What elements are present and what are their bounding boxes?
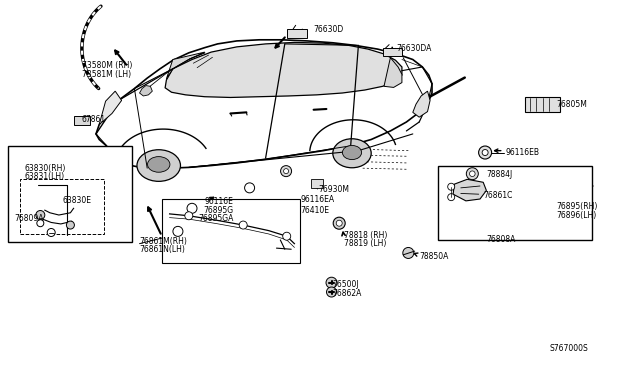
Text: 63830(RH): 63830(RH) [24, 164, 66, 173]
Bar [311, 179, 323, 188]
Circle shape [36, 211, 45, 219]
Polygon shape [384, 58, 402, 87]
Circle shape [283, 232, 291, 240]
Bar [525, 97, 560, 112]
Circle shape [239, 221, 247, 229]
Circle shape [336, 220, 342, 226]
Circle shape [173, 227, 183, 236]
Text: 96116EA: 96116EA [301, 195, 335, 204]
Circle shape [482, 150, 488, 155]
Circle shape [333, 217, 345, 229]
Text: 76896(LH): 76896(LH) [557, 211, 597, 220]
Bar [20, 179, 104, 234]
Text: 78819 (LH): 78819 (LH) [344, 239, 387, 248]
Bar [74, 116, 90, 125]
Circle shape [326, 287, 337, 297]
Text: 63830E: 63830E [63, 196, 92, 205]
Text: 76895G: 76895G [204, 206, 234, 215]
Ellipse shape [137, 150, 180, 182]
Bar [162, 199, 300, 263]
Text: 76930M: 76930M [319, 185, 349, 194]
Bar [383, 48, 402, 56]
Polygon shape [413, 91, 430, 117]
Text: 76809A: 76809A [14, 214, 44, 223]
Bar [287, 29, 307, 38]
Text: 76895(RH): 76895(RH) [557, 202, 598, 211]
Circle shape [37, 220, 44, 227]
Circle shape [185, 212, 193, 220]
Text: 63831(LH): 63831(LH) [24, 172, 65, 181]
Polygon shape [96, 40, 432, 168]
Circle shape [470, 171, 475, 177]
Circle shape [187, 203, 197, 213]
Text: 76808A: 76808A [486, 235, 516, 244]
Polygon shape [453, 179, 486, 201]
Text: 76861N(LH): 76861N(LH) [140, 246, 186, 254]
Text: 76861M(RH): 76861M(RH) [140, 237, 188, 246]
Circle shape [326, 277, 337, 288]
Bar [438, 166, 592, 240]
Polygon shape [165, 42, 402, 97]
Text: 76861C: 76861C [483, 191, 513, 200]
Text: 78818 (RH): 78818 (RH) [344, 231, 388, 240]
Circle shape [467, 168, 478, 180]
Circle shape [403, 247, 414, 259]
Text: 96116E: 96116E [205, 197, 234, 206]
Polygon shape [99, 91, 122, 125]
Text: 76410E: 76410E [301, 206, 330, 215]
Text: 76895GA: 76895GA [198, 214, 234, 223]
Circle shape [448, 194, 454, 201]
Text: 73580M (RH): 73580M (RH) [82, 61, 132, 70]
Text: 76630D: 76630D [314, 25, 344, 34]
Circle shape [47, 228, 55, 237]
Circle shape [479, 146, 492, 159]
Circle shape [244, 183, 255, 193]
Text: 76630DA: 76630DA [397, 44, 432, 53]
Polygon shape [140, 86, 152, 96]
Polygon shape [166, 52, 205, 79]
Text: 96116EB: 96116EB [506, 148, 540, 157]
Text: 78884J: 78884J [486, 170, 513, 179]
Bar [8, 146, 132, 242]
Ellipse shape [148, 157, 170, 172]
Text: S767000S: S767000S [549, 344, 588, 353]
Circle shape [280, 166, 292, 177]
Ellipse shape [333, 139, 371, 168]
Circle shape [67, 221, 74, 229]
Circle shape [448, 183, 454, 190]
Circle shape [284, 169, 289, 174]
Text: 78850A: 78850A [419, 252, 449, 261]
Text: 76862A: 76862A [333, 289, 362, 298]
Text: 67861: 67861 [82, 115, 106, 124]
Text: 76500J: 76500J [333, 280, 360, 289]
Ellipse shape [342, 145, 362, 160]
Text: 73581M (LH): 73581M (LH) [82, 70, 131, 79]
Text: 76805M: 76805M [557, 100, 588, 109]
